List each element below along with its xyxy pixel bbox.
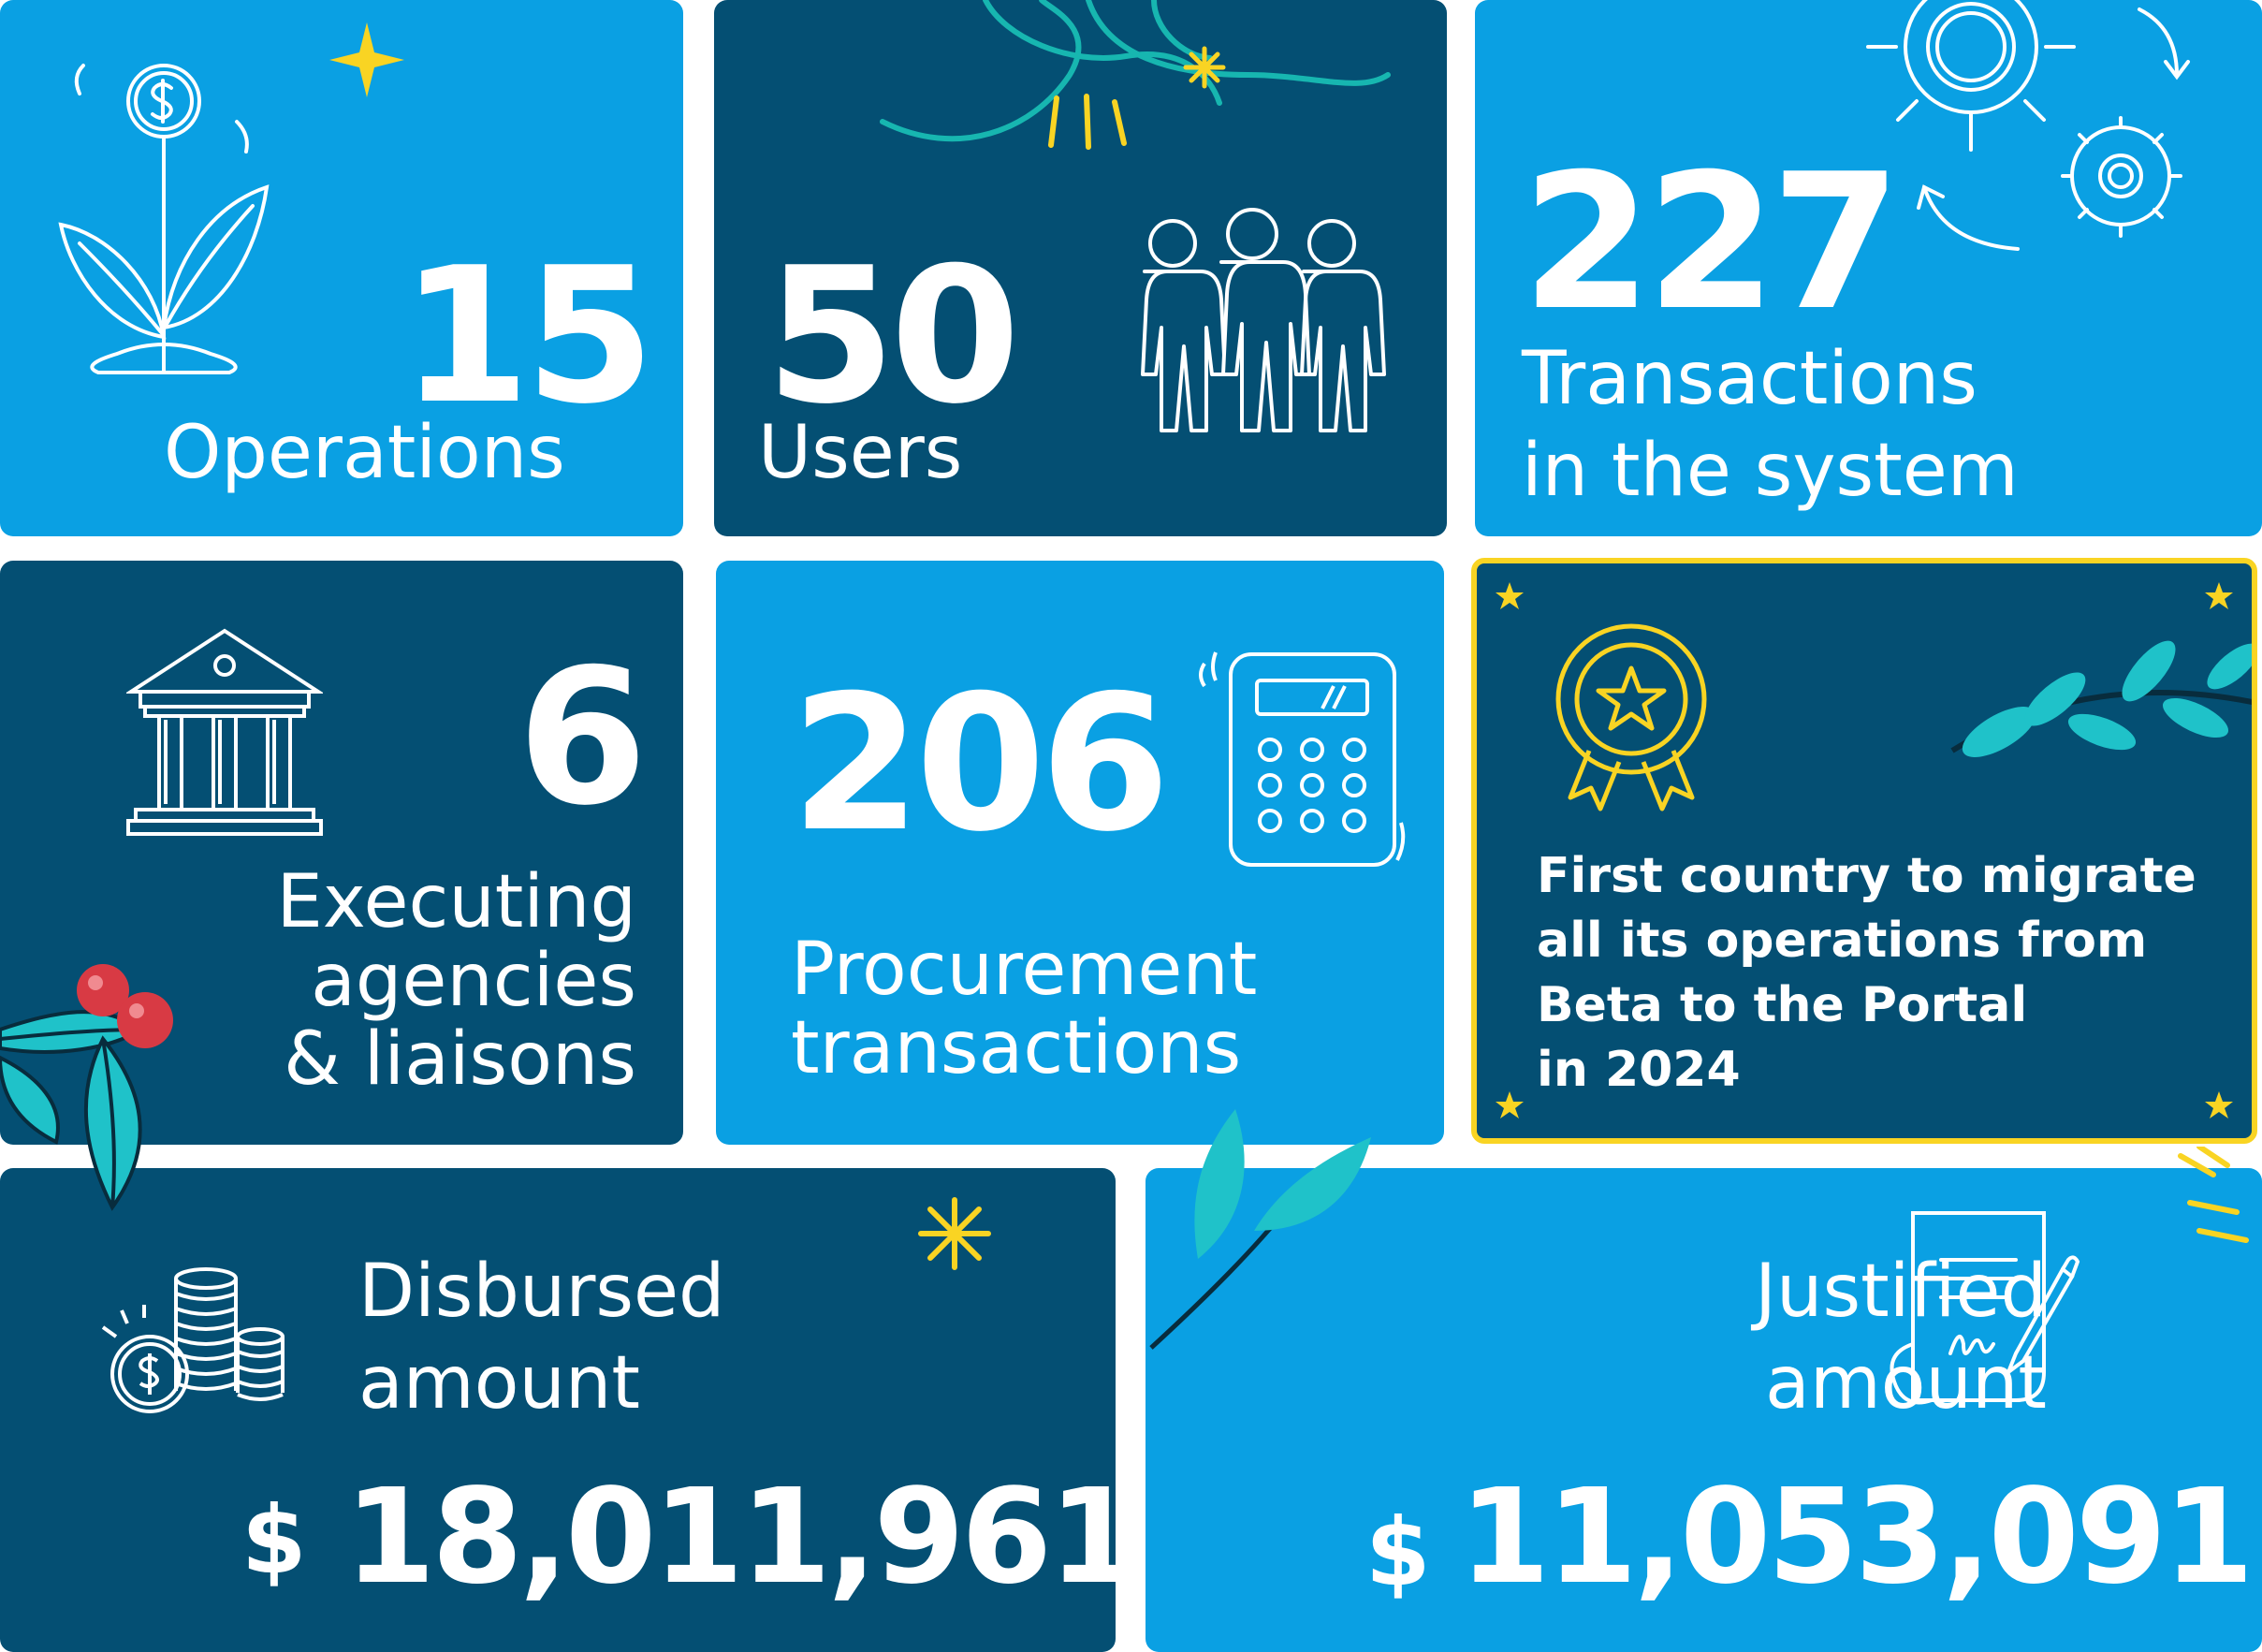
- procurement-tile: 206 Procurement transactions: [716, 561, 1444, 1145]
- justified-currency: $: [1365, 1498, 1431, 1607]
- agencies-label-line2: agencies: [311, 939, 636, 1023]
- users-value: 50: [766, 227, 1020, 446]
- star-icon: [1496, 582, 1524, 609]
- agencies-label-line1: Executing: [276, 860, 636, 944]
- light-rays-decoration: [2178, 1147, 2249, 1243]
- sparkle-icon: [329, 22, 404, 97]
- award-medal-icon: [1555, 623, 1707, 811]
- users-label: Users: [758, 411, 963, 495]
- transactions-label-line1: Transactions: [1522, 337, 1977, 421]
- justified-label-line1: Justified: [1755, 1250, 2047, 1334]
- star-icon: [1496, 1091, 1524, 1118]
- bank-building-icon: [126, 628, 323, 836]
- signed-document-icon: [1890, 1211, 2080, 1405]
- star-icon: [2205, 1091, 2233, 1118]
- disbursed-tile: Disbursed amount $ 18,011,961: [0, 1168, 1116, 1652]
- operations-value: 15: [400, 227, 655, 446]
- gears-icon: [1866, 0, 2190, 251]
- operations-tile: 15 Operations: [0, 0, 683, 536]
- agencies-tile: 6 Executing agencies & liaisons: [0, 561, 683, 1145]
- procurement-label-line1: Procurement: [791, 928, 1258, 1012]
- award-line4: in 2024: [1537, 1042, 1741, 1098]
- agencies-label-line3: & liaisons: [284, 1017, 636, 1102]
- disbursed-value: 18,011,961: [344, 1461, 1116, 1614]
- disbursed-currency: $: [241, 1485, 307, 1595]
- transactions-value: 227: [1522, 134, 1901, 352]
- operations-label: Operations: [164, 411, 565, 495]
- award-line3: Beta to the Portal: [1537, 977, 2028, 1033]
- money-plant-icon: [58, 64, 270, 374]
- coins-stack-icon: [101, 1267, 285, 1413]
- award-line2: all its operations from: [1537, 913, 2148, 969]
- justified-tile: Justified amount $ 11,053,091: [1146, 1168, 2262, 1652]
- users-tile: 50 Users: [714, 0, 1447, 536]
- procurement-label-line2: transactions: [791, 1006, 1242, 1090]
- award-tile: First country to migrate all its operati…: [1471, 558, 2257, 1144]
- disbursed-label-line1: Disbursed: [358, 1250, 725, 1334]
- sparkle-icon: [918, 1197, 991, 1270]
- leaf-branch-icon: [1950, 640, 2252, 757]
- calculator-icon: [1199, 651, 1406, 867]
- procurement-value: 206: [791, 655, 1170, 873]
- holly-berries-icon: [0, 964, 173, 1211]
- light-rays-decoration: [1048, 94, 1127, 150]
- disbursed-label-line2: amount: [358, 1341, 640, 1425]
- award-line1: First country to migrate: [1537, 848, 2196, 904]
- justified-value: 11,053,091: [1459, 1461, 2255, 1614]
- justified-label-line2: amount: [1765, 1341, 2047, 1425]
- agencies-value: 6: [517, 629, 648, 847]
- users-group-icon: [1141, 208, 1386, 432]
- star-icon: [2205, 582, 2233, 609]
- sparkle-icon: [1183, 46, 1226, 89]
- transactions-tile: 227 Transactions in the system: [1475, 0, 2262, 536]
- leaf-branch-icon: [1149, 1109, 1371, 1350]
- transactions-label-line2: in the system: [1522, 429, 2019, 513]
